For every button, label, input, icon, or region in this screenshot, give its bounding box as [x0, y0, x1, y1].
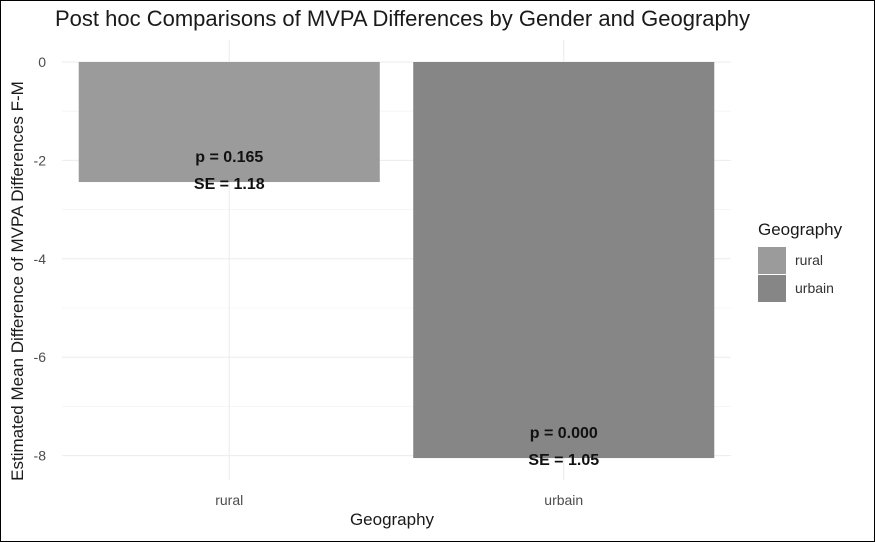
p-value-label-rural: p = 0.165 [195, 149, 263, 166]
legend-swatch-urbain [758, 274, 786, 302]
y-tick-label: -2 [34, 152, 47, 168]
se-label-rural: SE = 1.18 [194, 176, 265, 193]
legend: Geography rural urbain [758, 220, 842, 302]
legend-item-rural: rural [758, 246, 842, 274]
y-tick-label: -8 [34, 448, 47, 464]
legend-swatch-rural [758, 246, 786, 274]
y-tick-label: 0 [38, 54, 46, 70]
y-tick-label: -6 [34, 349, 47, 365]
y-tick-label: -4 [34, 251, 47, 267]
p-value-label-urbain: p = 0.000 [530, 425, 598, 442]
legend-title: Geography [758, 220, 843, 239]
chart-title: Post hoc Comparisons of MVPA Differences… [55, 6, 750, 31]
x-tick-label-urbain: urbain [544, 492, 583, 508]
se-label-urbain: SE = 1.05 [528, 452, 599, 469]
x-tick-label-rural: rural [215, 492, 243, 508]
x-axis-label: Geography [349, 510, 435, 529]
bar-urbain [413, 62, 715, 459]
legend-item-urbain: urbain [758, 274, 842, 302]
bar-rural [78, 62, 380, 183]
legend-label-urbain: urbain [795, 280, 834, 296]
legend-label-rural: rural [795, 252, 824, 268]
